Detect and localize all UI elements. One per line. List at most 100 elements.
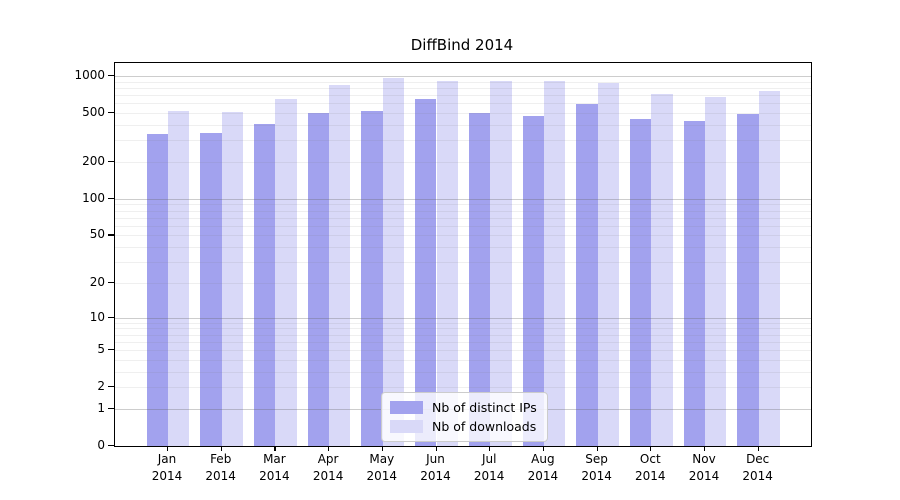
x-tick <box>381 446 383 451</box>
y-tick <box>108 407 114 410</box>
bar-downloads-mar <box>275 99 297 446</box>
y-tick-label: 5 <box>97 342 105 357</box>
legend: Nb of distinct IPs Nb of downloads <box>381 392 548 442</box>
legend-item-downloads: Nb of downloads <box>390 417 537 436</box>
bar-downloads-sep <box>597 83 619 446</box>
minor-gridline <box>115 359 811 361</box>
bar-distinct-ips-jun <box>415 98 437 446</box>
x-tick <box>704 446 706 451</box>
minor-gridline <box>115 103 811 105</box>
legend-swatch-downloads <box>390 420 423 433</box>
minor-gridline <box>115 341 811 343</box>
minor-gridline <box>115 328 811 330</box>
major-gridline <box>115 76 811 77</box>
y-tick <box>108 386 114 388</box>
bar-distinct-ips-jul <box>468 112 491 446</box>
x-tick <box>328 446 330 451</box>
y-tick-label: 10 <box>89 309 105 324</box>
bar-distinct-ips-feb <box>200 133 222 446</box>
x-tick-label: Aug 2014 <box>527 452 559 483</box>
y-tick-label: 100 <box>82 190 105 205</box>
minor-gridline <box>115 124 811 126</box>
minor-gridline <box>115 113 811 115</box>
x-tick-label: Dec 2014 <box>742 452 773 483</box>
bar-distinct-ips-apr <box>307 112 330 446</box>
minor-gridline <box>115 247 811 249</box>
x-tick-label: Jun 2014 <box>420 452 451 483</box>
y-tick-label: 20 <box>89 274 105 289</box>
x-tick-label: May 2014 <box>366 452 398 483</box>
y-tick <box>108 281 114 284</box>
x-tick <box>489 446 491 451</box>
bar-distinct-ips-sep <box>576 103 598 446</box>
minor-gridline <box>115 217 811 219</box>
bar-downloads-oct <box>651 94 673 446</box>
bar-downloads-jun <box>436 80 458 446</box>
y-tick-label: 0 <box>97 438 105 452</box>
x-tick <box>274 446 276 451</box>
bar-downloads-may <box>382 78 405 446</box>
x-tick-label: Apr 2014 <box>312 452 344 483</box>
minor-gridline <box>115 81 811 83</box>
x-tick <box>167 446 169 451</box>
chart-title: DiffBind 2014 <box>410 36 514 54</box>
x-tick-label: Nov 2014 <box>688 452 720 483</box>
y-tick-label: 500 <box>82 105 105 120</box>
bar-downloads-jul <box>490 80 512 446</box>
x-tick-label: Oct 2014 <box>635 452 666 483</box>
bar-distinct-ips-aug <box>522 116 544 446</box>
minor-gridline <box>115 95 811 97</box>
bar-distinct-ips-jan <box>146 134 168 446</box>
bar-downloads-apr <box>329 85 351 446</box>
y-tick <box>108 112 114 114</box>
x-tick <box>757 446 759 451</box>
legend-item-distinct-ips: Nb of distinct IPs <box>390 398 537 417</box>
legend-label-downloads: Nb of downloads <box>432 419 537 434</box>
minor-gridline <box>115 87 811 89</box>
y-tick <box>108 349 114 351</box>
minor-gridline <box>115 387 811 389</box>
major-gridline <box>115 317 811 319</box>
y-tick <box>108 197 114 200</box>
bar-downloads-dec <box>758 90 781 446</box>
y-tick <box>108 75 114 77</box>
minor-gridline <box>115 235 811 237</box>
plot-area <box>114 62 812 447</box>
y-tick <box>108 445 114 447</box>
minor-gridline <box>115 210 811 212</box>
y-tick <box>108 160 114 163</box>
minor-gridline <box>115 140 811 142</box>
bar-downloads-nov <box>705 97 727 446</box>
minor-gridline <box>115 282 811 284</box>
minor-gridline <box>115 334 811 336</box>
minor-gridline <box>115 350 811 352</box>
y-tick-label: 2 <box>97 379 105 394</box>
minor-gridline <box>115 322 811 324</box>
minor-gridline <box>115 371 811 373</box>
minor-gridline <box>115 262 811 264</box>
y-tick-label: 200 <box>82 153 105 168</box>
y-tick <box>108 316 114 318</box>
y-tick <box>108 234 114 236</box>
x-tick <box>596 446 598 451</box>
x-tick <box>435 446 437 451</box>
y-tick-label: 50 <box>89 227 105 242</box>
x-tick-label: Sep 2014 <box>581 452 612 483</box>
x-tick <box>220 446 222 451</box>
major-gridline <box>115 198 811 200</box>
x-tick <box>542 446 545 451</box>
bar-distinct-ips-mar <box>254 124 276 446</box>
bar-downloads-jan <box>168 111 190 446</box>
minor-gridline <box>115 161 811 163</box>
x-tick-label: Mar 2014 <box>259 452 290 483</box>
legend-label-distinct-ips: Nb of distinct IPs <box>432 400 537 415</box>
legend-swatch-distinct-ips <box>390 401 423 414</box>
x-tick-label: Jul 2014 <box>473 452 505 483</box>
bar-distinct-ips-may <box>361 111 383 446</box>
bar-distinct-ips-nov <box>683 121 705 446</box>
bar-distinct-ips-oct <box>629 118 652 446</box>
minor-gridline <box>115 225 811 227</box>
bar-distinct-ips-dec <box>737 113 759 446</box>
x-tick-label: Feb 2014 <box>205 452 236 483</box>
